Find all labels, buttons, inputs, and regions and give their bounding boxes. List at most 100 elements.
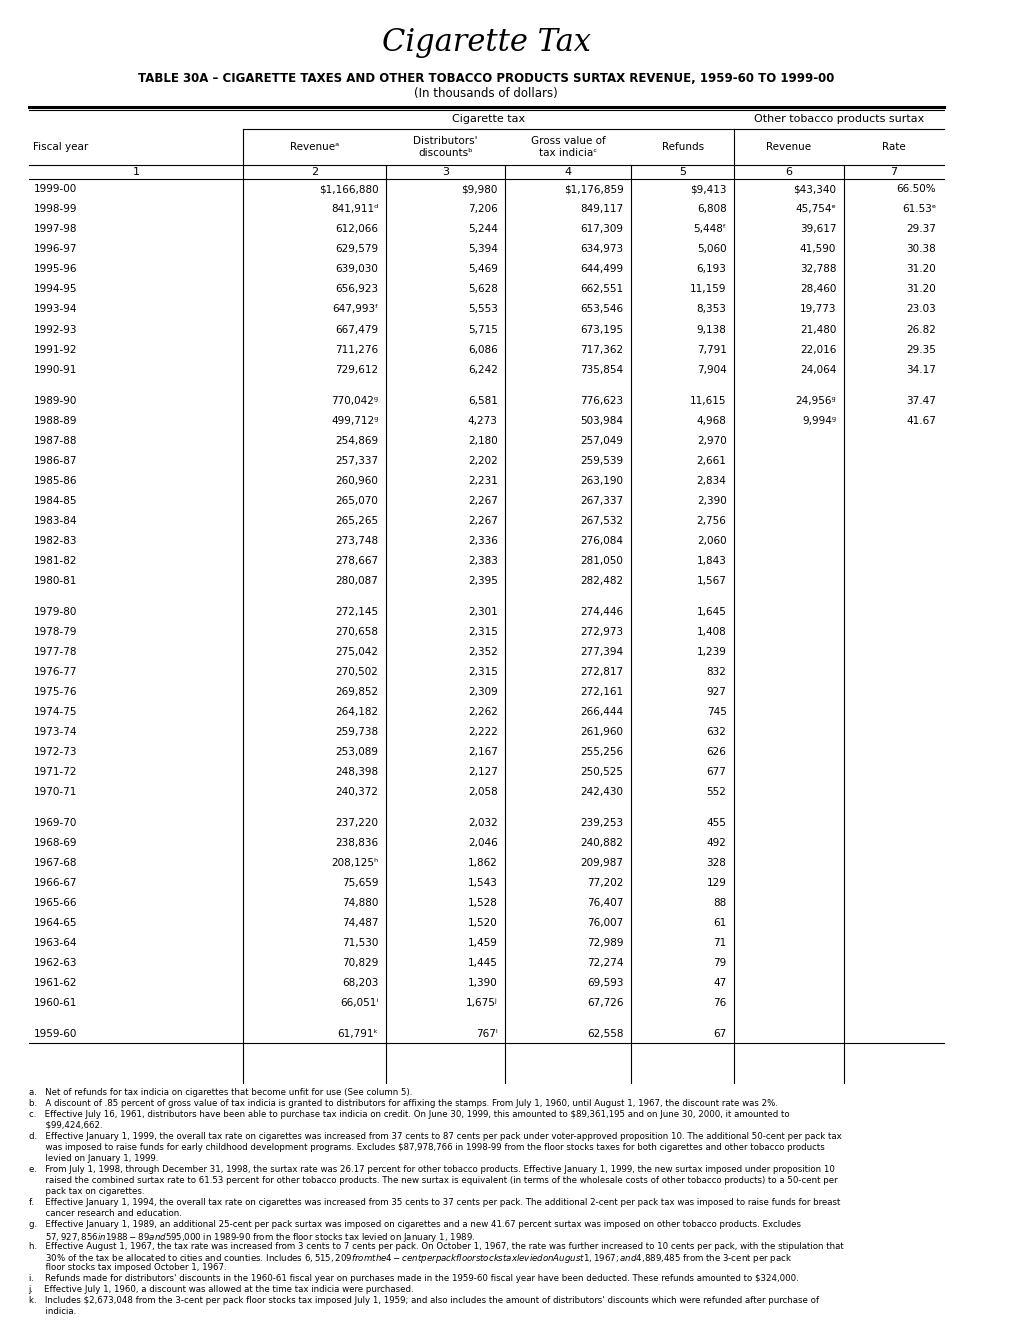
Text: 1,675ʲ: 1,675ʲ xyxy=(466,998,497,1008)
Text: 129: 129 xyxy=(706,878,726,888)
Text: 629,579: 629,579 xyxy=(335,244,378,255)
Text: 3: 3 xyxy=(442,168,448,177)
Text: 41.67: 41.67 xyxy=(906,416,935,425)
Text: 2,262: 2,262 xyxy=(468,706,497,717)
Text: 2,352: 2,352 xyxy=(468,647,497,657)
Text: 841,911ᵈ: 841,911ᵈ xyxy=(331,205,378,214)
Text: 1,843: 1,843 xyxy=(696,556,726,566)
Text: 2,315: 2,315 xyxy=(468,667,497,677)
Text: 656,923: 656,923 xyxy=(335,285,378,294)
Text: 5: 5 xyxy=(679,168,686,177)
Text: 76: 76 xyxy=(712,998,726,1008)
Text: 282,482: 282,482 xyxy=(580,576,623,586)
Text: 270,502: 270,502 xyxy=(335,667,378,677)
Text: 8,353: 8,353 xyxy=(696,305,726,314)
Text: 7,791: 7,791 xyxy=(696,345,726,355)
Text: 1969-70: 1969-70 xyxy=(34,818,76,828)
Text: 711,276: 711,276 xyxy=(335,345,378,355)
Text: Cigarette Tax: Cigarette Tax xyxy=(381,28,590,58)
Text: 1995-96: 1995-96 xyxy=(34,264,76,275)
Text: 2,970: 2,970 xyxy=(696,436,726,446)
Text: 273,748: 273,748 xyxy=(335,536,378,545)
Text: 24,956ᶢ: 24,956ᶢ xyxy=(795,396,836,405)
Text: 1,543: 1,543 xyxy=(468,878,497,888)
Text: 72,274: 72,274 xyxy=(587,958,623,968)
Text: 729,612: 729,612 xyxy=(335,364,378,375)
Text: 1987-88: 1987-88 xyxy=(34,436,76,446)
Text: 2: 2 xyxy=(311,168,318,177)
Text: 677: 677 xyxy=(706,767,726,776)
Text: 264,182: 264,182 xyxy=(335,706,378,717)
Text: 68,203: 68,203 xyxy=(341,978,378,987)
Text: $9,980: $9,980 xyxy=(461,185,497,194)
Text: f.    Effective January 1, 1994, the overall tax rate on cigarettes was increase: f. Effective January 1, 1994, the overal… xyxy=(29,1197,840,1206)
Text: 1999-00: 1999-00 xyxy=(34,185,76,194)
Text: 265,265: 265,265 xyxy=(335,516,378,525)
Text: 5,469: 5,469 xyxy=(468,264,497,275)
Text: 9,994ᶢ: 9,994ᶢ xyxy=(801,416,836,425)
Text: 1965-66: 1965-66 xyxy=(34,898,76,908)
Text: 240,372: 240,372 xyxy=(335,787,378,797)
Text: indicia.: indicia. xyxy=(29,1307,75,1316)
Text: 88: 88 xyxy=(712,898,726,908)
Text: 1976-77: 1976-77 xyxy=(34,667,76,677)
Text: 1998-99: 1998-99 xyxy=(34,205,76,214)
Text: 6,808: 6,808 xyxy=(696,205,726,214)
Text: d.   Effective January 1, 1999, the overall tax rate on cigarettes was increased: d. Effective January 1, 1999, the overal… xyxy=(29,1131,841,1140)
Text: 281,050: 281,050 xyxy=(580,556,623,566)
Text: 492: 492 xyxy=(706,838,726,847)
Text: 209,987: 209,987 xyxy=(580,858,623,867)
Text: 1982-83: 1982-83 xyxy=(34,536,76,545)
Text: 1,408: 1,408 xyxy=(696,627,726,636)
Text: 639,030: 639,030 xyxy=(335,264,378,275)
Text: Fiscal year: Fiscal year xyxy=(34,143,89,152)
Text: floor stocks tax imposed October 1, 1967.: floor stocks tax imposed October 1, 1967… xyxy=(29,1263,226,1272)
Text: 1963-64: 1963-64 xyxy=(34,939,76,948)
Text: Cigarette tax: Cigarette tax xyxy=(451,115,525,124)
Text: 552: 552 xyxy=(706,787,726,797)
Text: $1,166,880: $1,166,880 xyxy=(319,185,378,194)
Text: (In thousands of dollars): (In thousands of dollars) xyxy=(414,87,557,100)
Text: a.   Net of refunds for tax indicia on cigarettes that become unfit for use (See: a. Net of refunds for tax indicia on cig… xyxy=(29,1088,412,1097)
Text: 61: 61 xyxy=(712,917,726,928)
Text: 2,267: 2,267 xyxy=(468,516,497,525)
Text: 275,042: 275,042 xyxy=(335,647,378,657)
Text: 267,532: 267,532 xyxy=(580,516,623,525)
Text: h.   Effective August 1, 1967, the tax rate was increased from 3 cents to 7 cent: h. Effective August 1, 1967, the tax rat… xyxy=(29,1242,843,1250)
Text: 1971-72: 1971-72 xyxy=(34,767,76,776)
Text: 647,993ᶠ: 647,993ᶠ xyxy=(332,305,378,314)
Text: 832: 832 xyxy=(706,667,726,677)
Text: 2,395: 2,395 xyxy=(468,576,497,586)
Text: 5,448ᶠ: 5,448ᶠ xyxy=(693,224,726,235)
Text: 1992-93: 1992-93 xyxy=(34,325,76,334)
Text: 76,407: 76,407 xyxy=(587,898,623,908)
Text: 1983-84: 1983-84 xyxy=(34,516,76,525)
Text: 4,273: 4,273 xyxy=(468,416,497,425)
Text: 66.50%: 66.50% xyxy=(896,185,935,194)
Text: $9,413: $9,413 xyxy=(689,185,726,194)
Text: levied on January 1, 1999.: levied on January 1, 1999. xyxy=(29,1154,158,1163)
Text: 2,661: 2,661 xyxy=(696,455,726,466)
Text: 1964-65: 1964-65 xyxy=(34,917,76,928)
Text: 2,756: 2,756 xyxy=(696,516,726,525)
Text: pack tax on cigarettes.: pack tax on cigarettes. xyxy=(29,1187,144,1196)
Text: 6,581: 6,581 xyxy=(468,396,497,405)
Text: 74,487: 74,487 xyxy=(341,917,378,928)
Text: 41,590: 41,590 xyxy=(799,244,836,255)
Text: 263,190: 263,190 xyxy=(580,475,623,486)
Text: i.    Refunds made for distributors' discounts in the 1960-61 fiscal year on pur: i. Refunds made for distributors' discou… xyxy=(29,1274,798,1283)
Text: 1977-78: 1977-78 xyxy=(34,647,76,657)
Text: 7: 7 xyxy=(890,168,897,177)
Text: Other tobacco products surtax: Other tobacco products surtax xyxy=(753,115,923,124)
Text: 74,880: 74,880 xyxy=(341,898,378,908)
Text: 32,788: 32,788 xyxy=(799,264,836,275)
Text: 626: 626 xyxy=(706,747,726,756)
Text: 1,390: 1,390 xyxy=(468,978,497,987)
Text: 2,180: 2,180 xyxy=(468,436,497,446)
Text: 328: 328 xyxy=(706,858,726,867)
Text: 6,086: 6,086 xyxy=(468,345,497,355)
Text: 776,623: 776,623 xyxy=(580,396,623,405)
Text: 67: 67 xyxy=(712,1030,726,1039)
Text: 70,829: 70,829 xyxy=(341,958,378,968)
Text: 71: 71 xyxy=(712,939,726,948)
